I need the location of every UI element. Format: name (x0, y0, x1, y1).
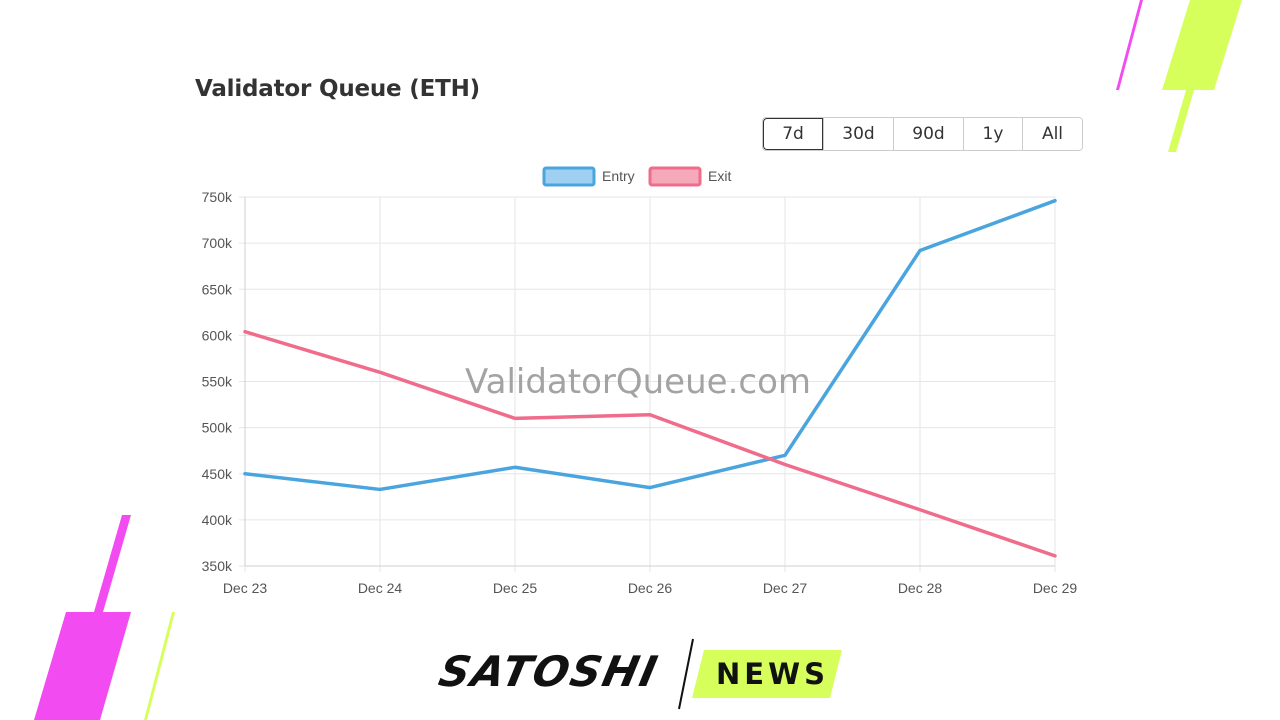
y-tick-label: 500k (202, 420, 233, 436)
range-button-1y[interactable]: 1y (963, 118, 1022, 150)
range-button-30d[interactable]: 30d (823, 118, 893, 150)
range-button-90d[interactable]: 90d (893, 118, 963, 150)
x-tick-label: Dec 29 (1033, 580, 1078, 596)
range-selector: 7d 30d 90d 1y All (762, 117, 1083, 151)
y-tick-label: 400k (202, 512, 233, 528)
range-button-all[interactable]: All (1022, 118, 1082, 150)
y-tick-label: 700k (202, 235, 233, 251)
brand-news-text: NEWS (716, 657, 829, 691)
x-tick-label: Dec 27 (763, 580, 808, 596)
series-line-entry (243, 198, 1057, 492)
legend-label-exit: Exit (708, 168, 731, 184)
chart-title: Validator Queue (ETH) (195, 76, 480, 102)
x-tick-label: Dec 28 (898, 580, 943, 596)
brand-satoshi-text: SATOSHI (434, 647, 664, 696)
y-tick-label: 450k (202, 466, 233, 482)
brand-logo: SATOSHI NEWS (435, 638, 842, 710)
brand-divider (678, 638, 694, 710)
y-tick-label: 550k (202, 374, 233, 390)
range-button-7d[interactable]: 7d (763, 118, 823, 150)
legend-swatch-exit (648, 166, 702, 187)
y-tick-label: 650k (202, 281, 233, 297)
x-tick-label: Dec 24 (358, 580, 403, 596)
legend-label-entry: Entry (602, 168, 635, 184)
y-tick-label: 600k (202, 327, 233, 343)
y-tick-label: 350k (202, 558, 233, 574)
series-line-exit (243, 329, 1057, 558)
x-tick-label: Dec 25 (493, 580, 538, 596)
y-tick-label: 750k (202, 189, 233, 205)
legend-swatch-entry (542, 166, 596, 187)
x-tick-label: Dec 26 (628, 580, 673, 596)
watermark-text: ValidatorQueue.com (465, 362, 811, 402)
x-tick-label: Dec 23 (223, 580, 268, 596)
